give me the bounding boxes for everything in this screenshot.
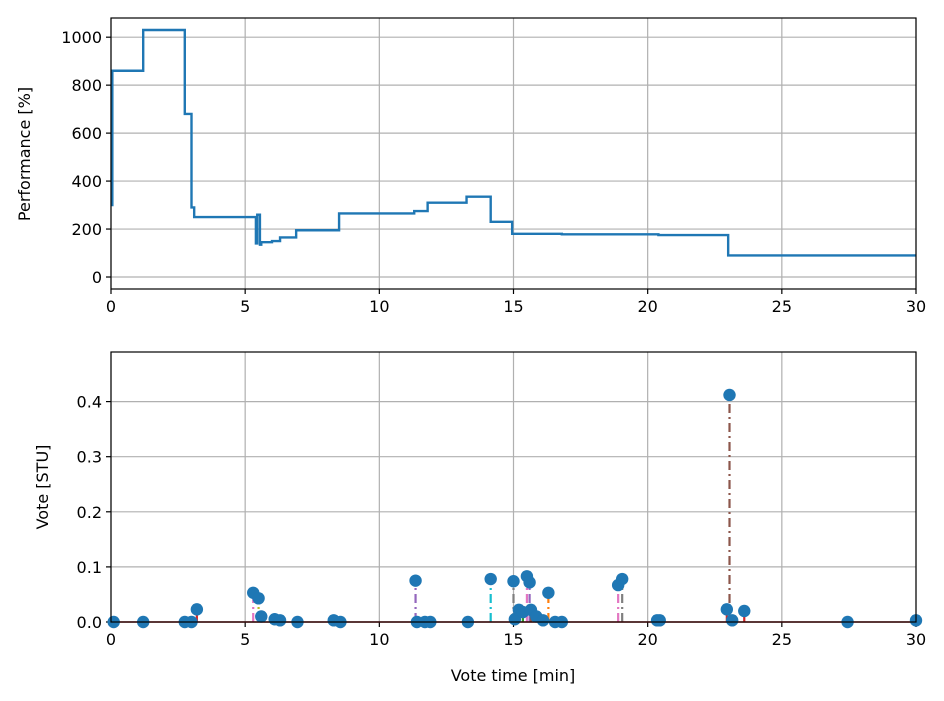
vote-point [542, 586, 555, 599]
x-tick-label: 15 [503, 297, 523, 316]
vote-point [615, 572, 629, 586]
vote-point [723, 388, 736, 402]
y-tick-label: 600 [71, 124, 102, 143]
y-tick-label: 200 [71, 220, 102, 239]
x-tick-label: 10 [369, 630, 389, 649]
x-tick-label: 20 [637, 630, 657, 649]
vote-point [536, 614, 550, 627]
x-tick-label: 0 [106, 630, 116, 649]
y-tick-label: 0.4 [77, 393, 102, 412]
x-tick-label: 30 [906, 297, 926, 316]
y-tick-label: 800 [71, 76, 102, 95]
vote-point [273, 614, 287, 627]
plot-frame [110, 17, 917, 290]
y-tick-label: 1000 [61, 28, 102, 47]
vote-point [507, 575, 520, 588]
x-tick-label: 0 [106, 297, 116, 316]
y-axis-label: Performance [%] [15, 87, 34, 221]
x-tick-label: 5 [240, 630, 250, 649]
vote-point [409, 574, 422, 587]
y-axis-label: Vote [STU] [33, 445, 52, 530]
x-tick-label: 15 [503, 630, 523, 649]
stem-lines [195, 394, 746, 622]
y-tick-label: 0.3 [77, 448, 102, 467]
x-tick-label: 25 [772, 630, 792, 649]
grid-lines [110, 18, 917, 289]
x-tick-label: 5 [240, 297, 250, 316]
x-tick-label: 20 [637, 297, 657, 316]
y-tick-label: 0.1 [77, 558, 102, 577]
y-tick-label: 0 [92, 268, 102, 287]
vote-markers [107, 388, 923, 629]
vote-point [738, 604, 751, 618]
vote-point [190, 603, 204, 616]
vote-point [484, 572, 497, 586]
y-tick-label: 0.0 [77, 613, 102, 632]
vote-plot: 0 5 10 15 20 25 30 0.0 0.1 0.2 0.3 0.4 Vote [STU] Vot… [33, 351, 926, 685]
vote-point [255, 610, 268, 623]
vote-point [725, 614, 739, 627]
vote-point [653, 614, 666, 627]
y-tick-label: 0.2 [77, 503, 102, 522]
y-tick-label: 400 [71, 172, 102, 191]
performance-plot: 0 5 10 15 20 25 30 0 200 400 600 800 1000 Performance… [15, 17, 926, 316]
x-tick-label: 25 [772, 297, 792, 316]
plot-frame [110, 351, 917, 623]
vote-point [523, 576, 536, 589]
x-axis-label: Vote time [min] [451, 666, 576, 685]
x-tick-label: 10 [369, 297, 389, 316]
x-tick-label: 30 [906, 630, 926, 649]
vote-point [252, 592, 265, 605]
performance-line [111, 28, 916, 257]
vote-point [720, 603, 734, 616]
